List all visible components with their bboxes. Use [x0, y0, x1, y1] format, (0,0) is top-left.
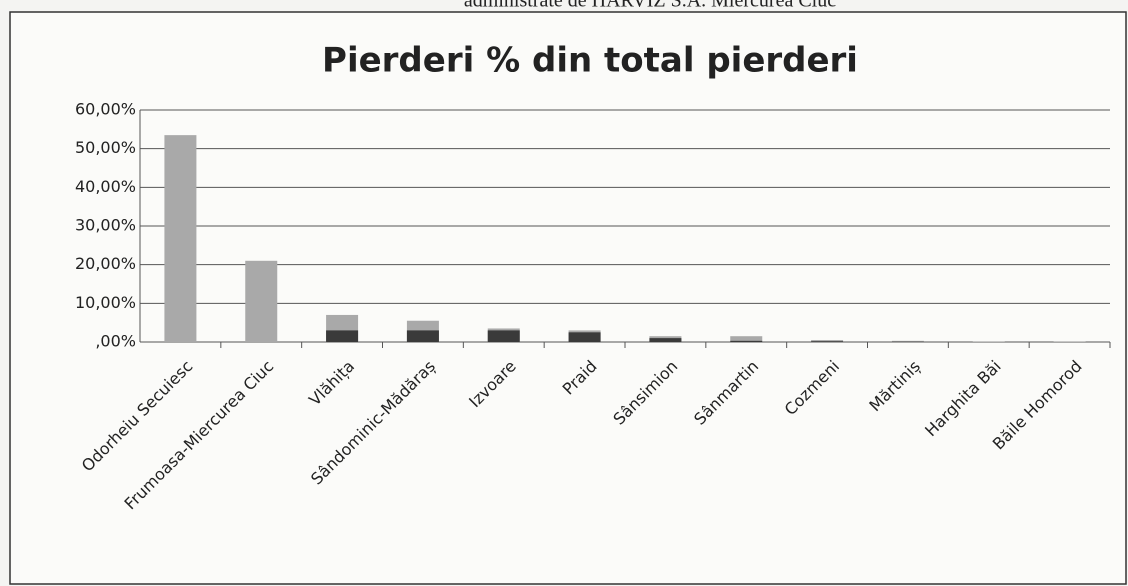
- bar: [811, 341, 844, 342]
- bar: [730, 340, 763, 342]
- bar: [326, 330, 359, 342]
- bar: [811, 340, 844, 342]
- bar: [649, 338, 682, 342]
- bar: [245, 260, 278, 342]
- bar: [730, 336, 763, 342]
- chart-title: Pierderi % din total pierderi: [322, 41, 858, 81]
- y-tick-label: 40,00%: [75, 177, 136, 196]
- y-tick-label: 10,00%: [75, 293, 136, 312]
- y-tick-label: 30,00%: [75, 216, 136, 235]
- bar: [406, 330, 439, 342]
- y-tick-label: 20,00%: [75, 254, 136, 273]
- y-tick-label: 50,00%: [75, 138, 136, 157]
- bar: [487, 330, 520, 342]
- bar: [164, 135, 197, 342]
- y-tick-label: 60,00%: [75, 100, 136, 119]
- y-tick-label: ,00%: [95, 332, 136, 351]
- page-header: administrate de HARVIZ S.A. Miercurea Ci…: [464, 0, 836, 12]
- bar: [891, 340, 924, 342]
- bar: [568, 332, 601, 342]
